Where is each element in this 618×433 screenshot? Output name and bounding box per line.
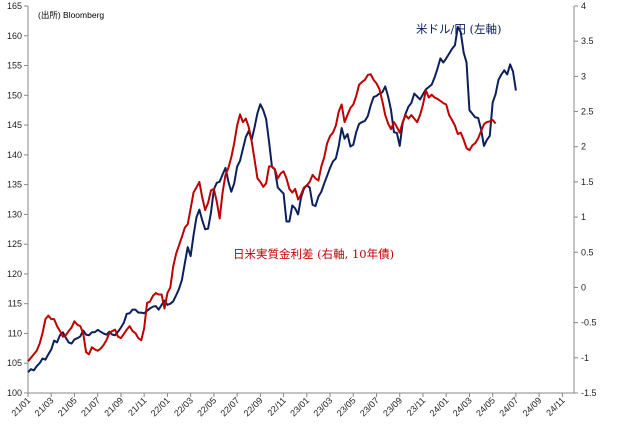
x-tick-label: 22/05 — [195, 395, 218, 418]
y-left-tick-label: 110 — [8, 328, 22, 338]
real-rate-diff-series-label: 日米実質金利差 (右軸, 10年債) — [233, 247, 394, 261]
y-left-tick-label: 125 — [7, 239, 22, 249]
y-left-tick-label: 160 — [7, 31, 22, 41]
y-right-tick-label: 0 — [581, 282, 586, 292]
x-tick-label: 22/09 — [242, 395, 265, 418]
real-rate-diff-series-line — [27, 73, 497, 362]
y-right-tick-label: -0.5 — [581, 318, 597, 328]
y-right-tick-label: -1 — [581, 353, 589, 363]
x-tick-label: 24/11 — [544, 395, 567, 418]
x-tick-label: 24/01 — [428, 395, 451, 418]
x-tick-label: 22/01 — [149, 395, 172, 418]
y-left-tick-label: 145 — [7, 120, 22, 130]
y-right-tick-label: 1.5 — [581, 177, 594, 187]
x-tick-label: 22/07 — [219, 395, 242, 418]
y-left-tick-label: 165 — [7, 1, 22, 11]
y-left-tick-label: 155 — [7, 61, 22, 71]
y-right-tick-label: 1 — [581, 212, 586, 222]
y-left-tick-label: 105 — [7, 358, 22, 368]
y-right-tick-label: -1.5 — [581, 388, 597, 398]
y-left-tick-label: 120 — [7, 269, 22, 279]
y-right-tick-label: 2.5 — [581, 107, 594, 117]
y-left-tick-label: 135 — [7, 180, 22, 190]
x-tick-label: 23/01 — [288, 395, 311, 418]
y-left-tick-label: 140 — [7, 150, 22, 160]
x-tick-label: 21/03 — [33, 395, 56, 418]
x-tick-label: 23/05 — [335, 395, 358, 418]
x-tick-label: 23/03 — [311, 395, 334, 418]
x-tick-label: 21/01 — [9, 395, 32, 418]
y-left-tick-label: 100 — [7, 388, 22, 398]
x-tick-label: 23/07 — [358, 395, 381, 418]
x-tick-label: 24/09 — [521, 395, 544, 418]
x-tick-label: 21/05 — [56, 395, 79, 418]
x-tick-label: 21/09 — [102, 395, 125, 418]
x-tick-label: 24/07 — [497, 395, 520, 418]
x-tick-label: 24/03 — [451, 395, 474, 418]
x-tick-label: 22/11 — [265, 395, 288, 418]
usdjpy-series-line — [27, 25, 517, 373]
x-tick-label: 23/11 — [405, 395, 428, 418]
y-right-tick-label: 2 — [581, 142, 586, 152]
y-right-tick-label: 3 — [581, 71, 586, 81]
y-right-tick-label: 3.5 — [581, 36, 594, 46]
y-left-tick-label: 130 — [7, 209, 22, 219]
x-tick-label: 24/05 — [474, 395, 497, 418]
y-right-tick-label: 0.5 — [581, 247, 594, 257]
x-tick-label: 23/09 — [381, 395, 404, 418]
x-tick-label: 21/07 — [79, 395, 102, 418]
x-tick-label: 21/11 — [126, 395, 149, 418]
usdjpy-series-label: 米ドル/円 (左軸) — [416, 22, 502, 36]
y-left-tick-label: 150 — [7, 90, 22, 100]
x-tick-label: 22/03 — [172, 395, 195, 418]
y-right-tick-label: 4 — [581, 1, 586, 11]
y-left-tick-label: 115 — [8, 299, 22, 309]
source-note: (出所) Bloomberg — [38, 10, 104, 20]
